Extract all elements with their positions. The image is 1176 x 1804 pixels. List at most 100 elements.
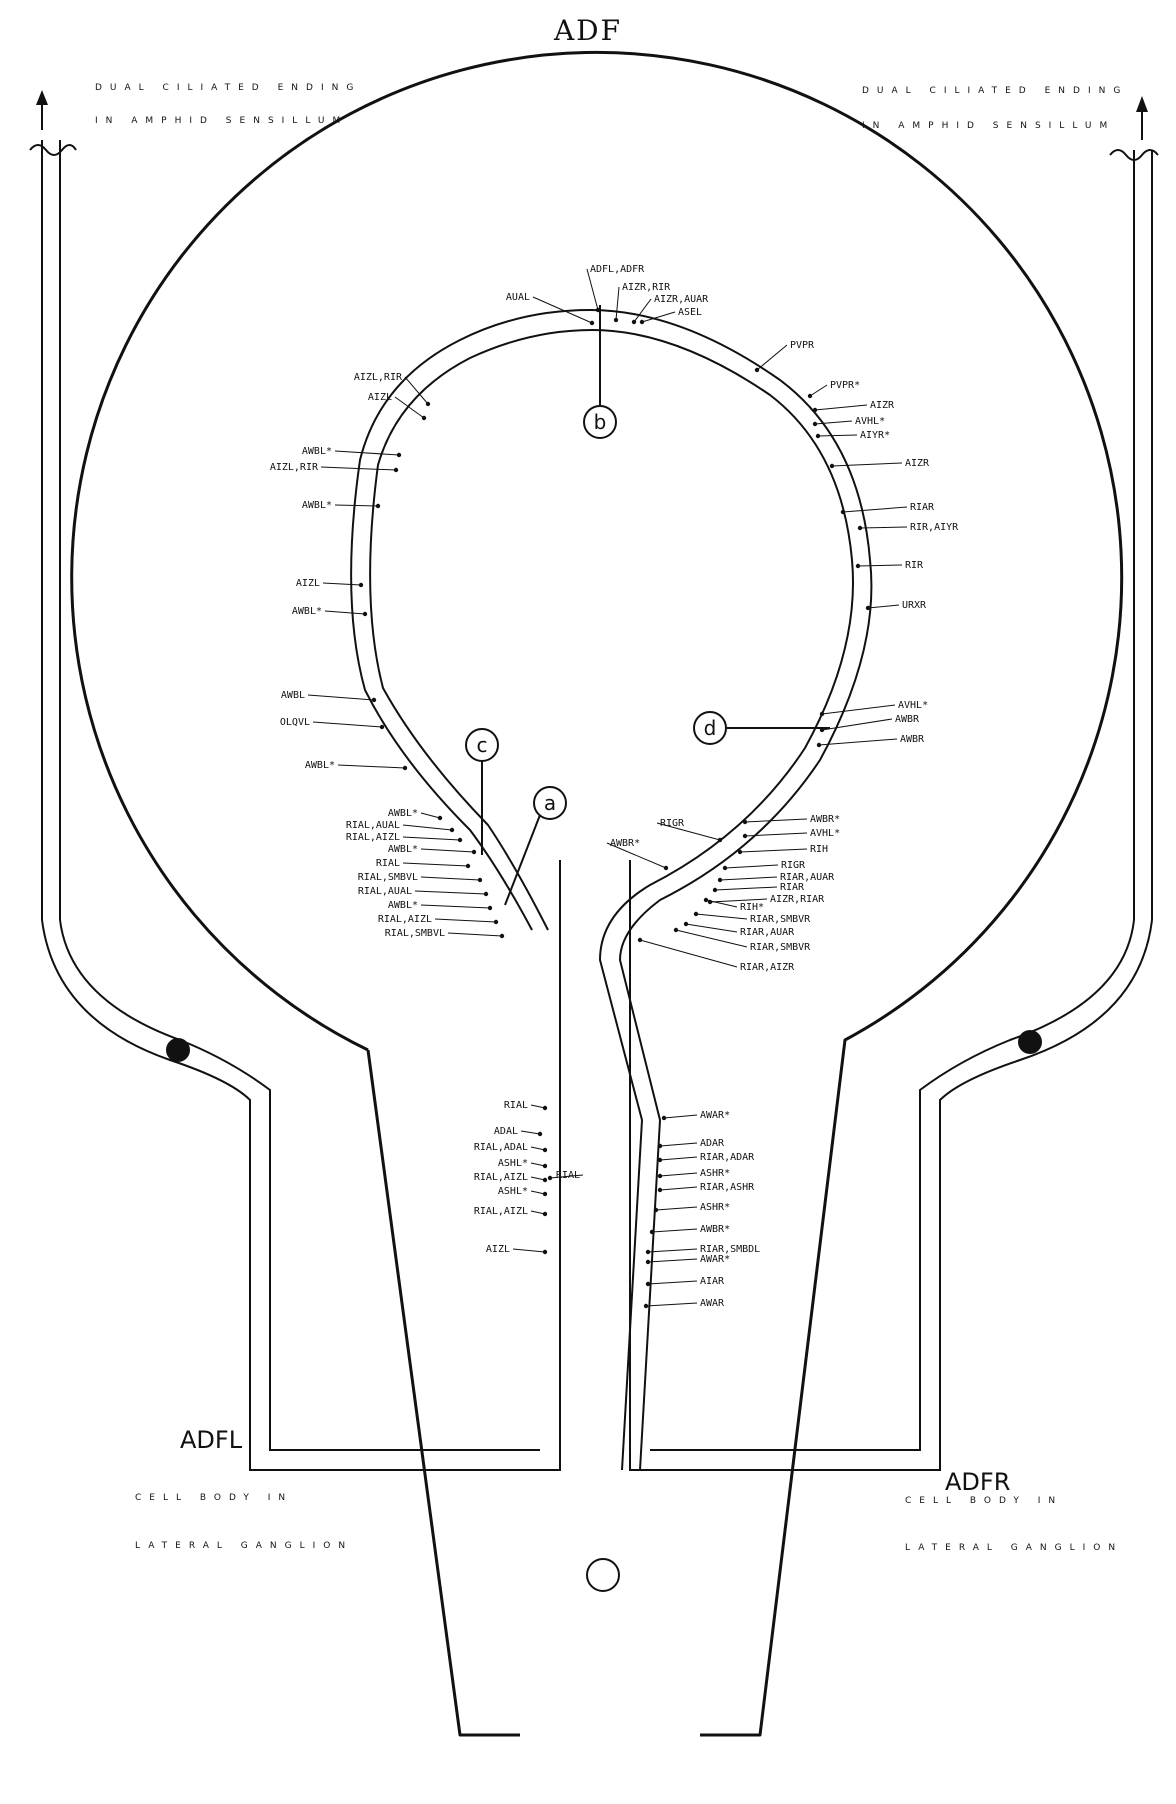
synapse-dot <box>425 401 431 407</box>
synapse-arrow <box>744 832 808 837</box>
synapse-dot <box>673 927 679 933</box>
synapse-dot <box>645 1281 651 1287</box>
synapse-arrow <box>586 268 599 311</box>
synapse-dot <box>477 877 483 883</box>
synapse-label: AWAR <box>700 1298 725 1309</box>
synapse-label: RIGR <box>781 860 806 871</box>
synapse-arrow <box>532 296 593 324</box>
synapse-dot <box>595 307 601 313</box>
left-loop-synapse-labels: AUAL AIZL,RIR AIZL AWBL* AIZL,RIR AWBL* AIZL AW… <box>270 292 595 939</box>
synapse-label: AVHL* <box>855 416 885 427</box>
synapse-dot <box>807 393 813 399</box>
synapse-label: RIAR,AUAR <box>780 872 835 883</box>
synapse-label: ASHL* <box>498 1186 528 1197</box>
synapse-label: RIAL <box>504 1100 528 1111</box>
synapse-arrow <box>818 738 898 746</box>
synapse-dot <box>661 1115 667 1121</box>
right-top-note-line2: IN AMPHID SENSILLUM <box>862 121 1115 131</box>
synapse-arrow <box>645 1302 698 1307</box>
synapse-label: AWAR* <box>700 1254 730 1265</box>
synapse-arrow <box>709 898 768 903</box>
synapse-dot <box>457 837 463 843</box>
synapse-arrow <box>404 376 429 405</box>
right-cilium-tube <box>629 96 1159 1471</box>
synapse-dot <box>358 582 364 588</box>
synapse-dot <box>493 919 499 925</box>
synapse-label: AWBR* <box>700 1224 730 1235</box>
synapse-dot <box>402 765 408 771</box>
synapse-arrow <box>663 1114 698 1119</box>
synapse-dot <box>657 1173 663 1179</box>
synapse-dot <box>542 1249 548 1255</box>
synapse-arrow <box>414 890 487 895</box>
left-cell-name: ADFL <box>180 1426 243 1454</box>
synapse-dot <box>703 897 709 903</box>
synapse-arrow <box>447 932 503 937</box>
label-d: d <box>693 711 830 745</box>
synapse-arrow <box>549 1174 584 1179</box>
synapse-label: AVHL* <box>898 700 928 711</box>
synapse-dot <box>639 319 645 325</box>
synapse-arrow <box>420 876 481 881</box>
synapse-dot <box>829 463 835 469</box>
synapse-dot <box>754 367 760 373</box>
synapse-arrow <box>530 1146 546 1151</box>
synapse-dot <box>855 563 861 569</box>
synapse-arrow <box>434 918 497 923</box>
synapse-label: AIZL <box>368 392 392 403</box>
synapse-arrow <box>520 1130 541 1135</box>
synapse-label: AWBR* <box>610 838 640 849</box>
synapse-dot <box>542 1147 548 1153</box>
synapse-arrow <box>324 610 366 615</box>
synapse-label: RIR,AIYR <box>910 522 959 533</box>
synapse-dot <box>542 1211 548 1217</box>
synapse-arrow <box>402 824 453 831</box>
right-cell-line2: LATERAL GANGLION <box>905 1543 1123 1553</box>
synapse-arrow <box>756 344 788 371</box>
right-top-note-line1: DUAL CILIATED ENDING <box>862 86 1128 96</box>
synapse-dot <box>375 503 381 509</box>
axon-loop-outer <box>350 308 873 1471</box>
synapse-arrow <box>322 582 362 586</box>
synapse-dot <box>483 891 489 897</box>
synapse-arrow <box>719 876 778 881</box>
synapse-dot <box>840 509 846 515</box>
synapse-arrow <box>606 842 667 869</box>
synapse-label: RIAR <box>780 882 805 893</box>
left-top-note-line2: IN AMPHID SENSILLUM <box>95 116 348 126</box>
left-up-arrow-icon <box>36 90 48 105</box>
synapse-label: AIYR* <box>860 430 890 441</box>
synapse-label: RIAR,AUAR <box>740 927 795 938</box>
synapse-label: RIAL,AUAL <box>358 886 412 897</box>
synapse-arrow <box>320 466 397 471</box>
synapse-dot <box>865 605 871 611</box>
synapse-dot <box>362 611 368 617</box>
synapse-dot <box>816 742 822 748</box>
synapse-arrow <box>724 864 779 869</box>
synapse-dot <box>465 863 471 869</box>
synapse-arrow <box>857 564 903 567</box>
synapse-label: AWBL* <box>388 808 418 819</box>
label-a: a <box>504 786 567 906</box>
synapse-label: AWBR* <box>810 814 840 825</box>
synapse-label: AWBR <box>895 714 920 725</box>
synapse-label: AIZR,RIR <box>622 282 671 293</box>
right-cell-body-nucleus <box>1018 1030 1042 1054</box>
synapse-arrow <box>656 822 721 841</box>
synapse-arrow <box>420 848 475 853</box>
synapse-arrow <box>744 818 808 823</box>
synapse-label: AVHL* <box>810 828 840 839</box>
synapse-label: RIAL,AIZL <box>474 1206 528 1217</box>
synapse-label: AWBL <box>281 690 305 701</box>
synapse-dot <box>717 837 723 843</box>
synapse-dot <box>653 1207 659 1213</box>
svg-text:c: c <box>477 733 488 757</box>
synapse-arrow <box>647 1280 698 1285</box>
synapse-dot <box>645 1249 651 1255</box>
right-loop-synapse-labels: PVPR PVPR* AIZR AVHL* AIYR* AIZR RIAR RIR,AIYR R… <box>707 340 959 905</box>
synapse-dot <box>371 697 377 703</box>
axon-loop-inner <box>369 328 855 1471</box>
synapse-label: PVPR* <box>830 380 860 391</box>
synapse-arrow <box>512 1248 546 1253</box>
